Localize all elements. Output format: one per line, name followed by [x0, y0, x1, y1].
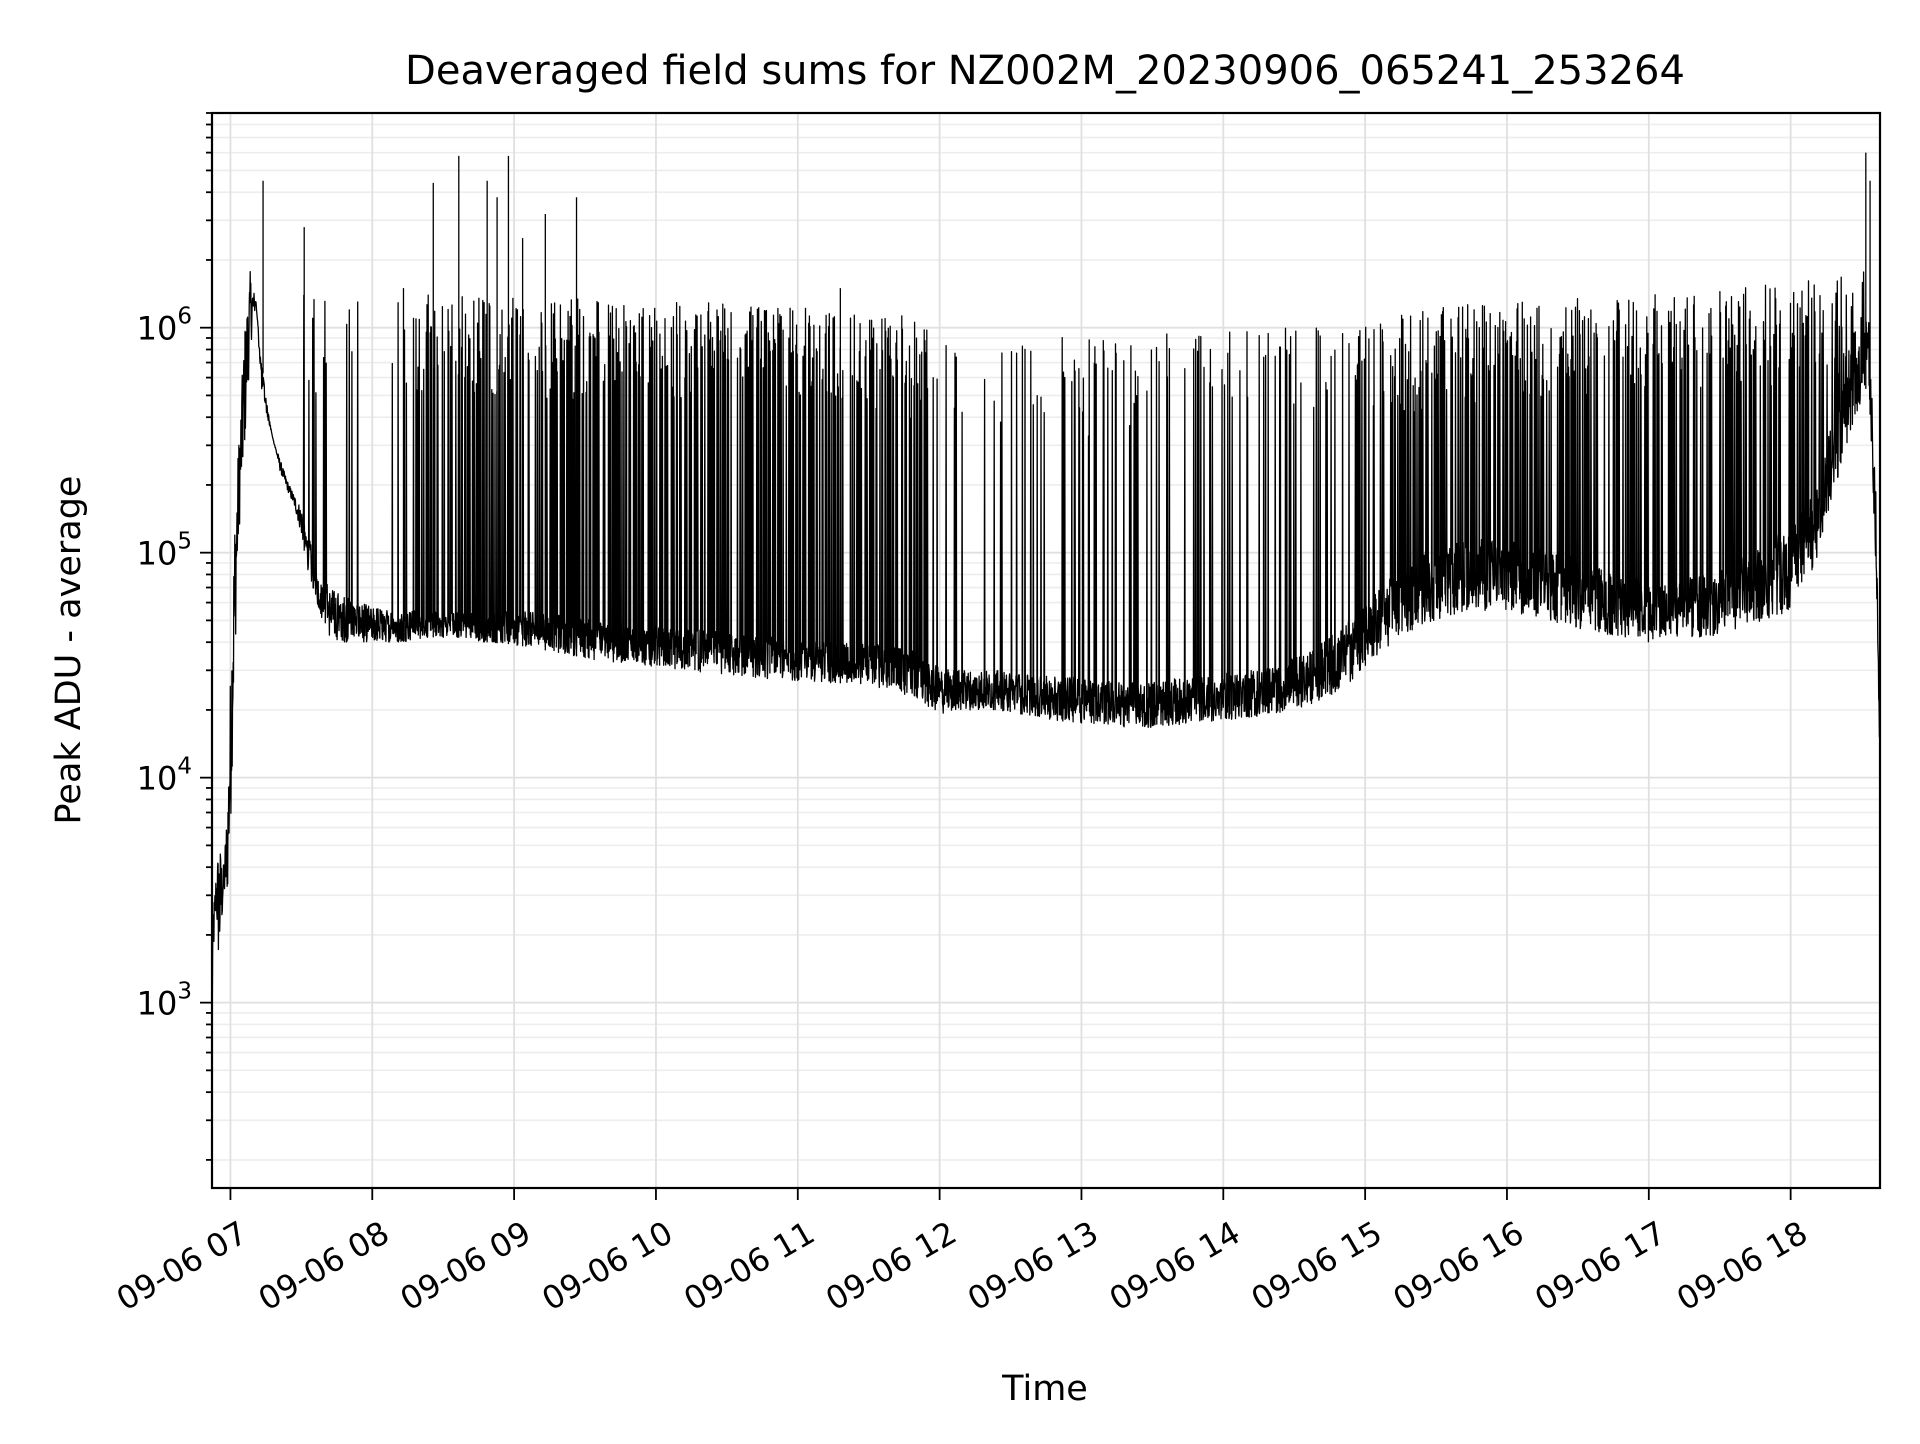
x-tick-label: 09-06 08 [252, 1213, 396, 1318]
y-tick-base: 10 [137, 310, 178, 348]
chart-title: Deaveraged field sums for NZ002M_2023090… [405, 48, 1685, 94]
y-tick-base: 10 [137, 535, 178, 573]
x-tick-label: 09-06 10 [536, 1213, 680, 1318]
plot-frame [210, 111, 1882, 1190]
y-tick-exponent: 6 [177, 304, 192, 330]
y-tick-exponent: 3 [177, 979, 192, 1005]
y-tick-base: 10 [137, 760, 178, 798]
x-tick-label: 09-06 13 [961, 1213, 1105, 1318]
grid-layer [212, 112, 1880, 1188]
x-axis-label: Time [1001, 1369, 1088, 1409]
y-tick-label: 104 [137, 754, 192, 798]
series-trace [212, 271, 1880, 1008]
y-tick-exponent: 5 [177, 529, 192, 555]
y-axis-label: Peak ADU - average [49, 476, 89, 825]
y-tick-exponent: 4 [177, 754, 192, 780]
x-tick-label: 09-06 17 [1528, 1213, 1672, 1318]
y-tick-label: 106 [137, 304, 192, 348]
x-tick-label: 09-06 09 [394, 1213, 538, 1318]
x-tick-label: 09-06 16 [1387, 1213, 1531, 1318]
x-tick-label: 09-06 11 [677, 1213, 821, 1318]
y-tick-label: 105 [137, 529, 192, 573]
x-tick-label: 09-06 12 [819, 1213, 963, 1318]
x-tick-label: 09-06 15 [1245, 1213, 1389, 1318]
x-tick-label: 09-06 18 [1670, 1213, 1814, 1318]
y-tick-label: 103 [137, 979, 192, 1023]
x-tick-label: 09-06 07 [110, 1213, 254, 1318]
data-layer [212, 152, 1880, 1008]
y-tick-base: 10 [137, 985, 178, 1023]
x-tick-label: 09-06 14 [1103, 1213, 1247, 1318]
